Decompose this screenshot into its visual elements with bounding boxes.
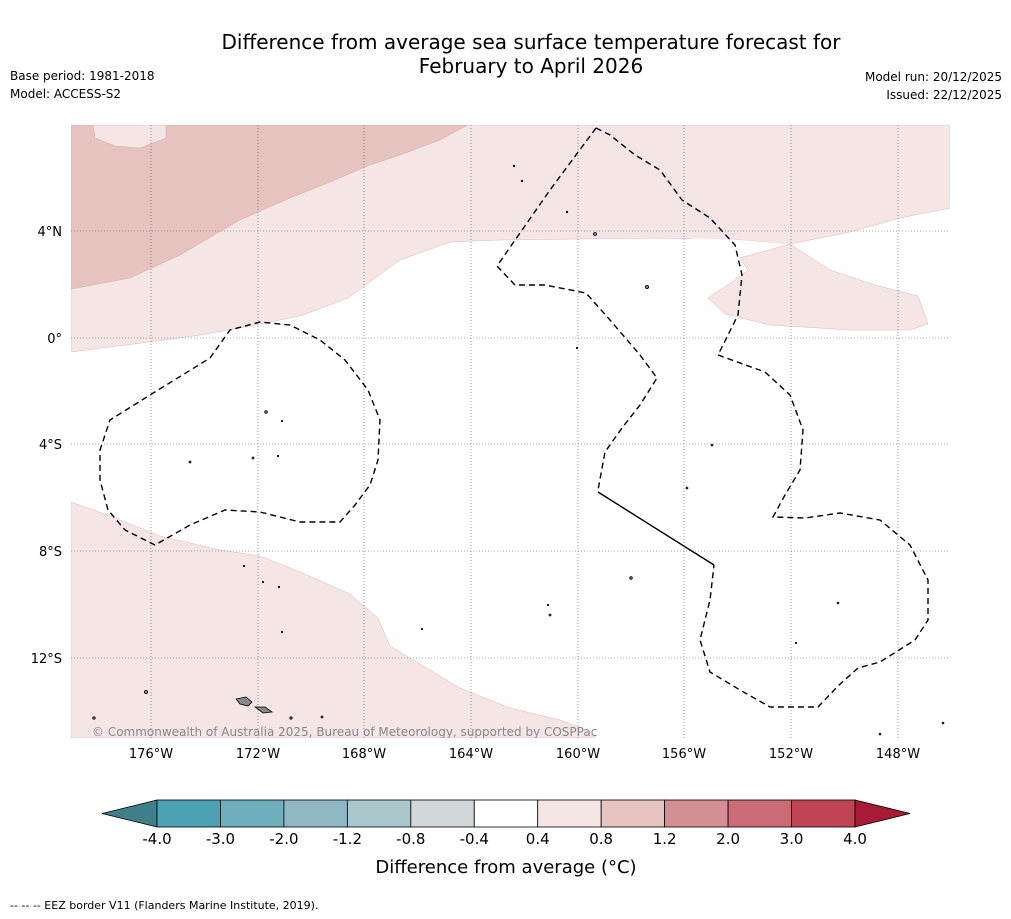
colorbar-extend-low — [102, 800, 157, 827]
map-plot-area: © Commonwealth of Australia 2025, Bureau… — [71, 125, 950, 739]
colorbar-segment — [538, 800, 601, 827]
colorbar-tick-label: -0.4 — [460, 830, 489, 848]
lon-label-164w: 164°W — [449, 747, 493, 762]
copyright-notice: © Commonwealth of Australia 2025, Bureau… — [92, 725, 597, 739]
lat-label-0: 0° — [47, 332, 62, 347]
colorbar-segment — [474, 800, 537, 827]
latitude-labels: 4°N 0° 4°S 8°S 12°S — [31, 225, 62, 667]
sst-anomaly-map: © Commonwealth of Australia 2025, Bureau… — [0, 0, 1011, 919]
colorbar-label: Difference from average (°C) — [375, 857, 636, 878]
lon-label-148w: 148°W — [876, 747, 920, 762]
lon-label-160w: 160°W — [556, 747, 600, 762]
lon-label-152w: 152°W — [769, 747, 813, 762]
colorbar-tick-label: 4.0 — [843, 830, 867, 848]
colorbar-segment — [601, 800, 664, 827]
lat-label-8s: 8°S — [39, 545, 62, 560]
colorbar-tick-label: 0.8 — [589, 830, 613, 848]
eez-legend-note: -- -- -- EEZ border V11 (Flanders Marine… — [10, 899, 318, 912]
colorbar-segment — [220, 800, 283, 827]
colorbar-tick-label: 0.4 — [526, 830, 550, 848]
lat-label-12s: 12°S — [31, 652, 62, 667]
colorbar-tick-label: -4.0 — [142, 830, 171, 848]
colorbar-tick-label: 2.0 — [716, 830, 740, 848]
colorbar-segment — [665, 800, 728, 827]
lon-label-176w: 176°W — [129, 747, 173, 762]
colorbar-extend-high — [855, 800, 910, 827]
colorbar-segment — [792, 800, 855, 827]
lon-label-156w: 156°W — [662, 747, 706, 762]
lon-label-172w: 172°W — [236, 747, 280, 762]
colorbar-tick-label: -0.8 — [396, 830, 425, 848]
colorbar-tick-label: -2.0 — [269, 830, 298, 848]
longitude-labels: 176°W 172°W 168°W 164°W 160°W 156°W 152°… — [129, 747, 920, 762]
lat-label-4s: 4°S — [39, 438, 62, 453]
colorbar-segment — [347, 800, 410, 827]
colorbar-segment — [157, 800, 220, 827]
lat-label-4n: 4°N — [38, 225, 63, 240]
colorbar-tick-label: -1.2 — [333, 830, 362, 848]
colorbar-segment — [728, 800, 791, 827]
colorbar-segment — [284, 800, 347, 827]
lon-label-168w: 168°W — [342, 747, 386, 762]
colorbar-tick-label: 1.2 — [653, 830, 677, 848]
colorbar: -4.0 -3.0 -2.0 -1.2 -0.8 -0.4 0.4 0.8 1.2 2.0 3.0 4… — [102, 800, 910, 848]
colorbar-tick-label: -3.0 — [206, 830, 235, 848]
colorbar-segment — [411, 800, 474, 827]
colorbar-tick-label: 3.0 — [780, 830, 804, 848]
